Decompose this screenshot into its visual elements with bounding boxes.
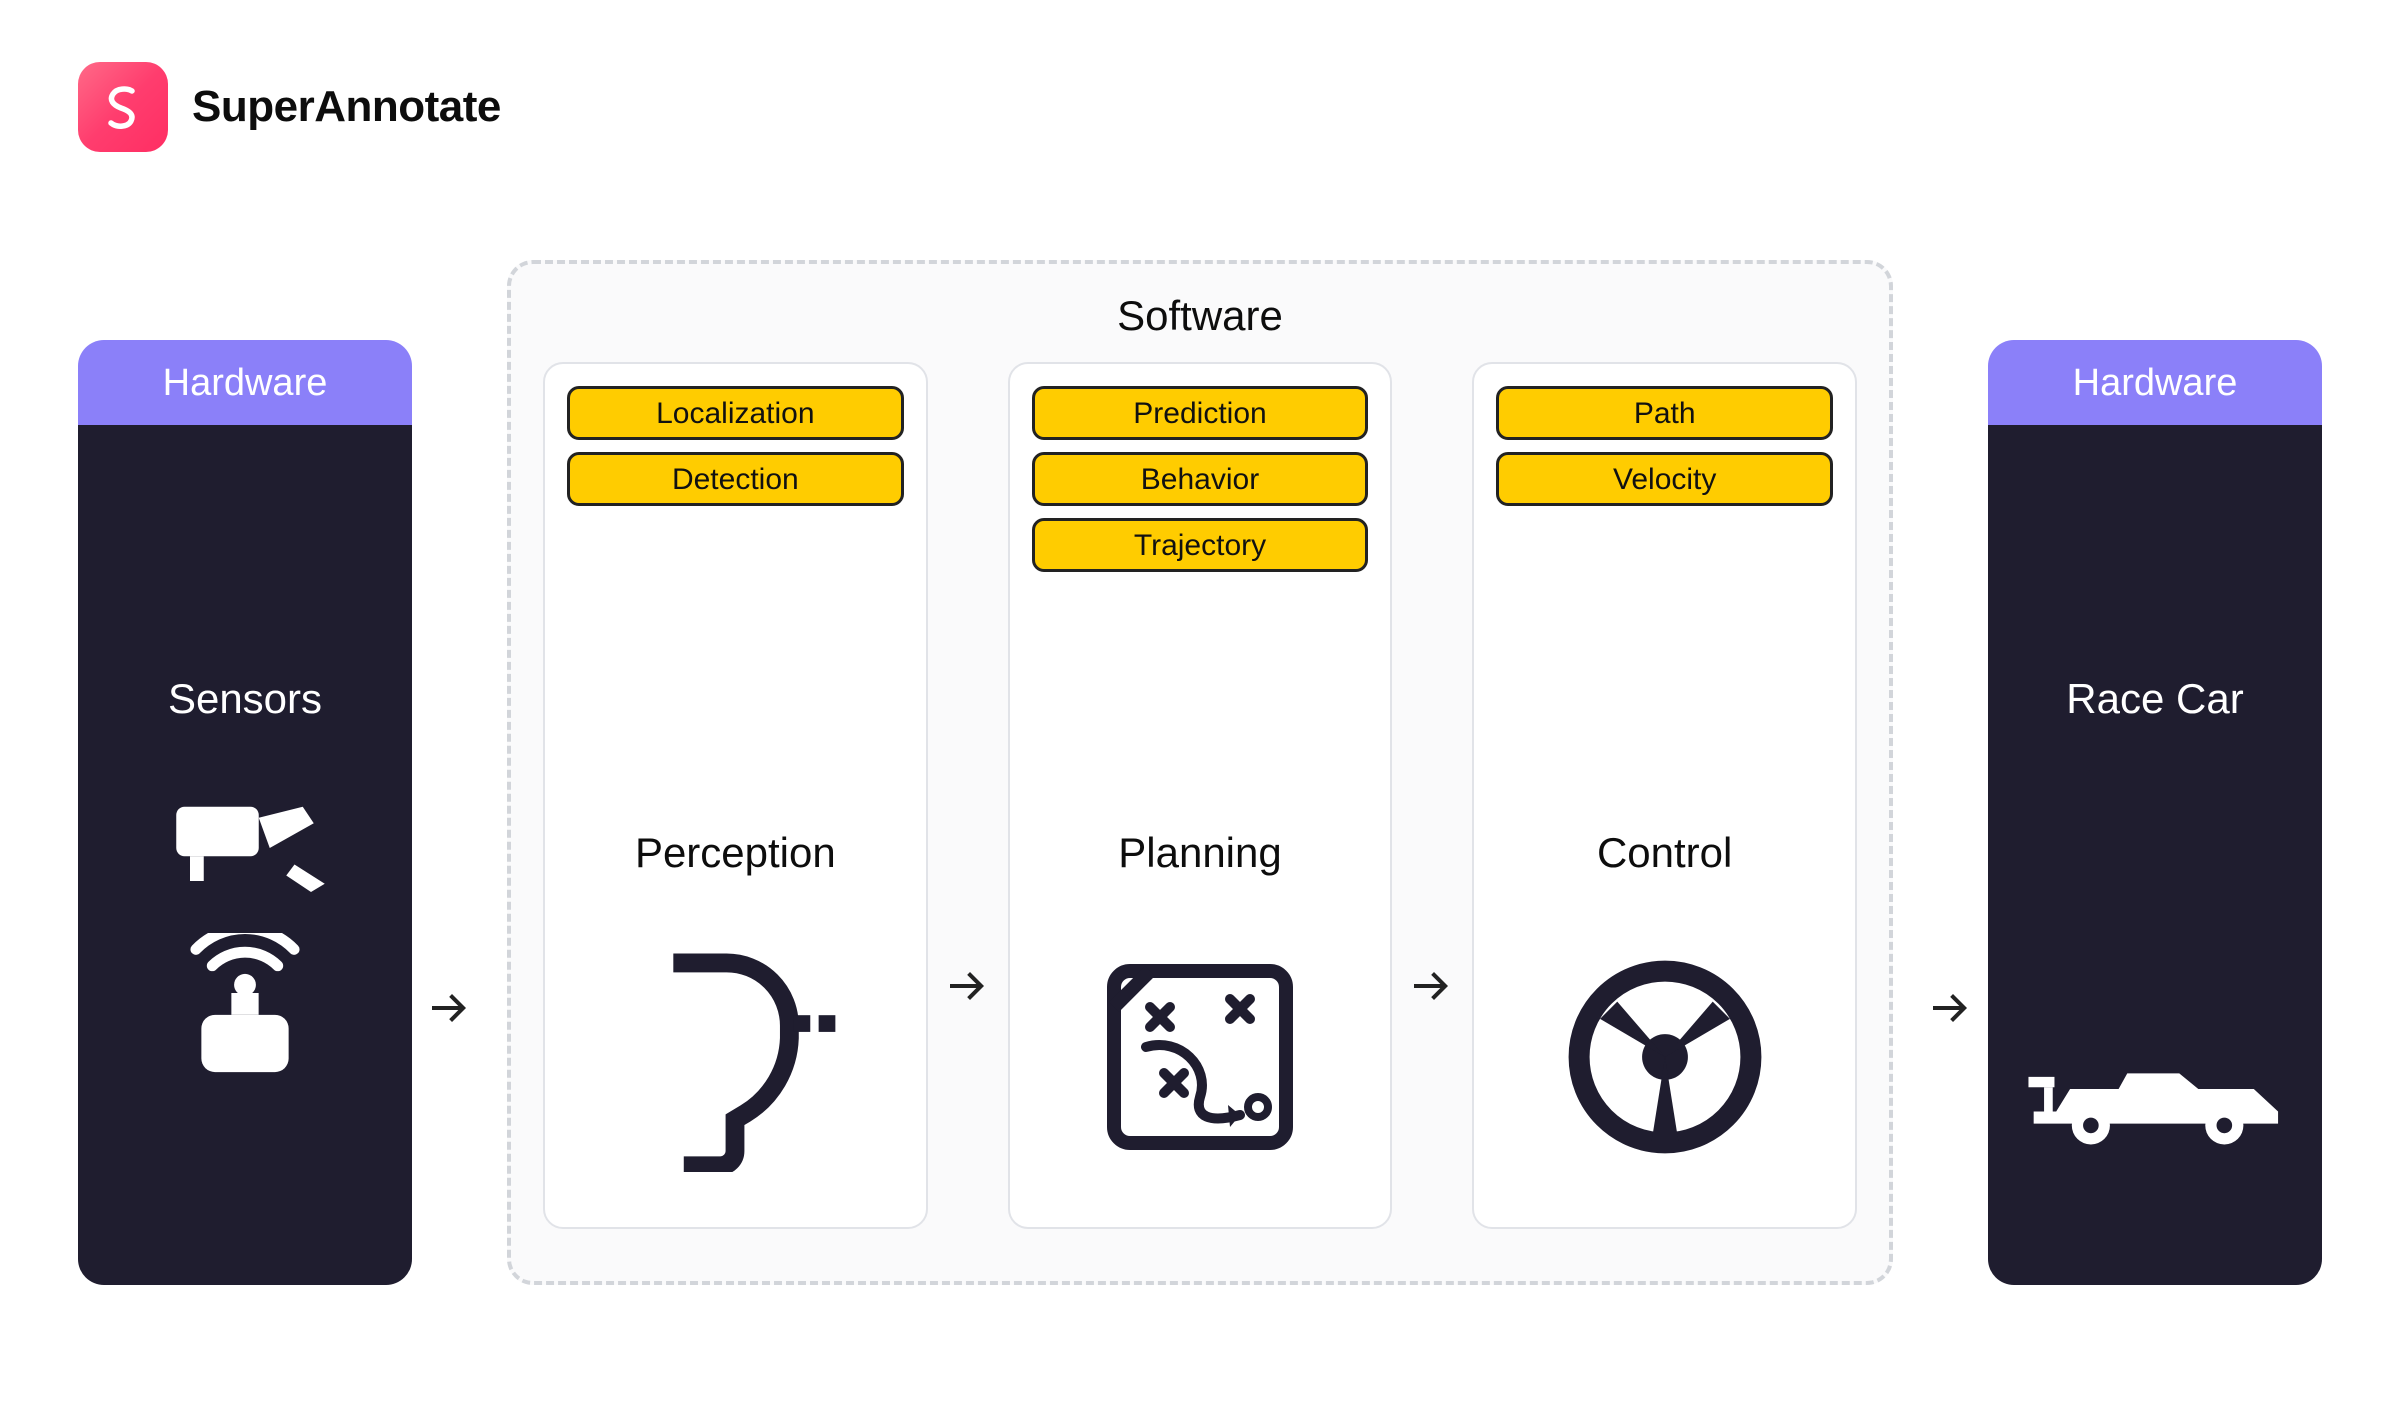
stage-title-control: Control bbox=[1597, 719, 1732, 877]
software-title: Software bbox=[543, 292, 1857, 340]
stage-title-perception: Perception bbox=[635, 719, 836, 877]
hardware-left-title: Sensors bbox=[168, 675, 322, 723]
stage-title-planning: Planning bbox=[1118, 719, 1281, 877]
pill-localization: Localization bbox=[567, 386, 904, 440]
hardware-right-header: Hardware bbox=[1988, 340, 2322, 425]
control-icon bbox=[1496, 927, 1833, 1187]
hardware-left-header: Hardware bbox=[78, 340, 412, 425]
arrow-2 bbox=[928, 362, 1008, 1229]
arrow-1 bbox=[412, 340, 487, 1285]
pipeline-diagram: Hardware Sensors bbox=[78, 260, 2322, 1285]
software-container: Software Localization Detection Percepti… bbox=[507, 260, 1893, 1285]
pill-behavior: Behavior bbox=[1032, 452, 1369, 506]
software-stage-perception: Localization Detection Perception bbox=[543, 362, 928, 1229]
brand-header: SuperAnnotate bbox=[78, 62, 501, 152]
racecar-icon bbox=[1988, 793, 2322, 1285]
software-stage-control: Path Velocity Control bbox=[1472, 362, 1857, 1229]
arrow-3 bbox=[1392, 362, 1472, 1229]
arrow-4 bbox=[1913, 340, 1988, 1285]
pill-trajectory: Trajectory bbox=[1032, 518, 1369, 572]
planning-icon bbox=[1032, 927, 1369, 1187]
sensors-icon bbox=[78, 793, 412, 1285]
brand-logo-icon bbox=[78, 62, 168, 152]
perception-icon bbox=[567, 927, 904, 1187]
pill-prediction: Prediction bbox=[1032, 386, 1369, 440]
hardware-right-card: Hardware Race Car bbox=[1988, 340, 2322, 1285]
hardware-right-title: Race Car bbox=[2066, 675, 2243, 723]
hardware-right-body: Race Car bbox=[1988, 425, 2322, 1285]
hardware-left-card: Hardware Sensors bbox=[78, 340, 412, 1285]
pill-velocity: Velocity bbox=[1496, 452, 1833, 506]
brand-name: SuperAnnotate bbox=[192, 82, 501, 132]
pill-path: Path bbox=[1496, 386, 1833, 440]
hardware-left-body: Sensors bbox=[78, 425, 412, 1285]
software-stage-planning: Prediction Behavior Trajectory Planning bbox=[1008, 362, 1393, 1229]
pill-detection: Detection bbox=[567, 452, 904, 506]
